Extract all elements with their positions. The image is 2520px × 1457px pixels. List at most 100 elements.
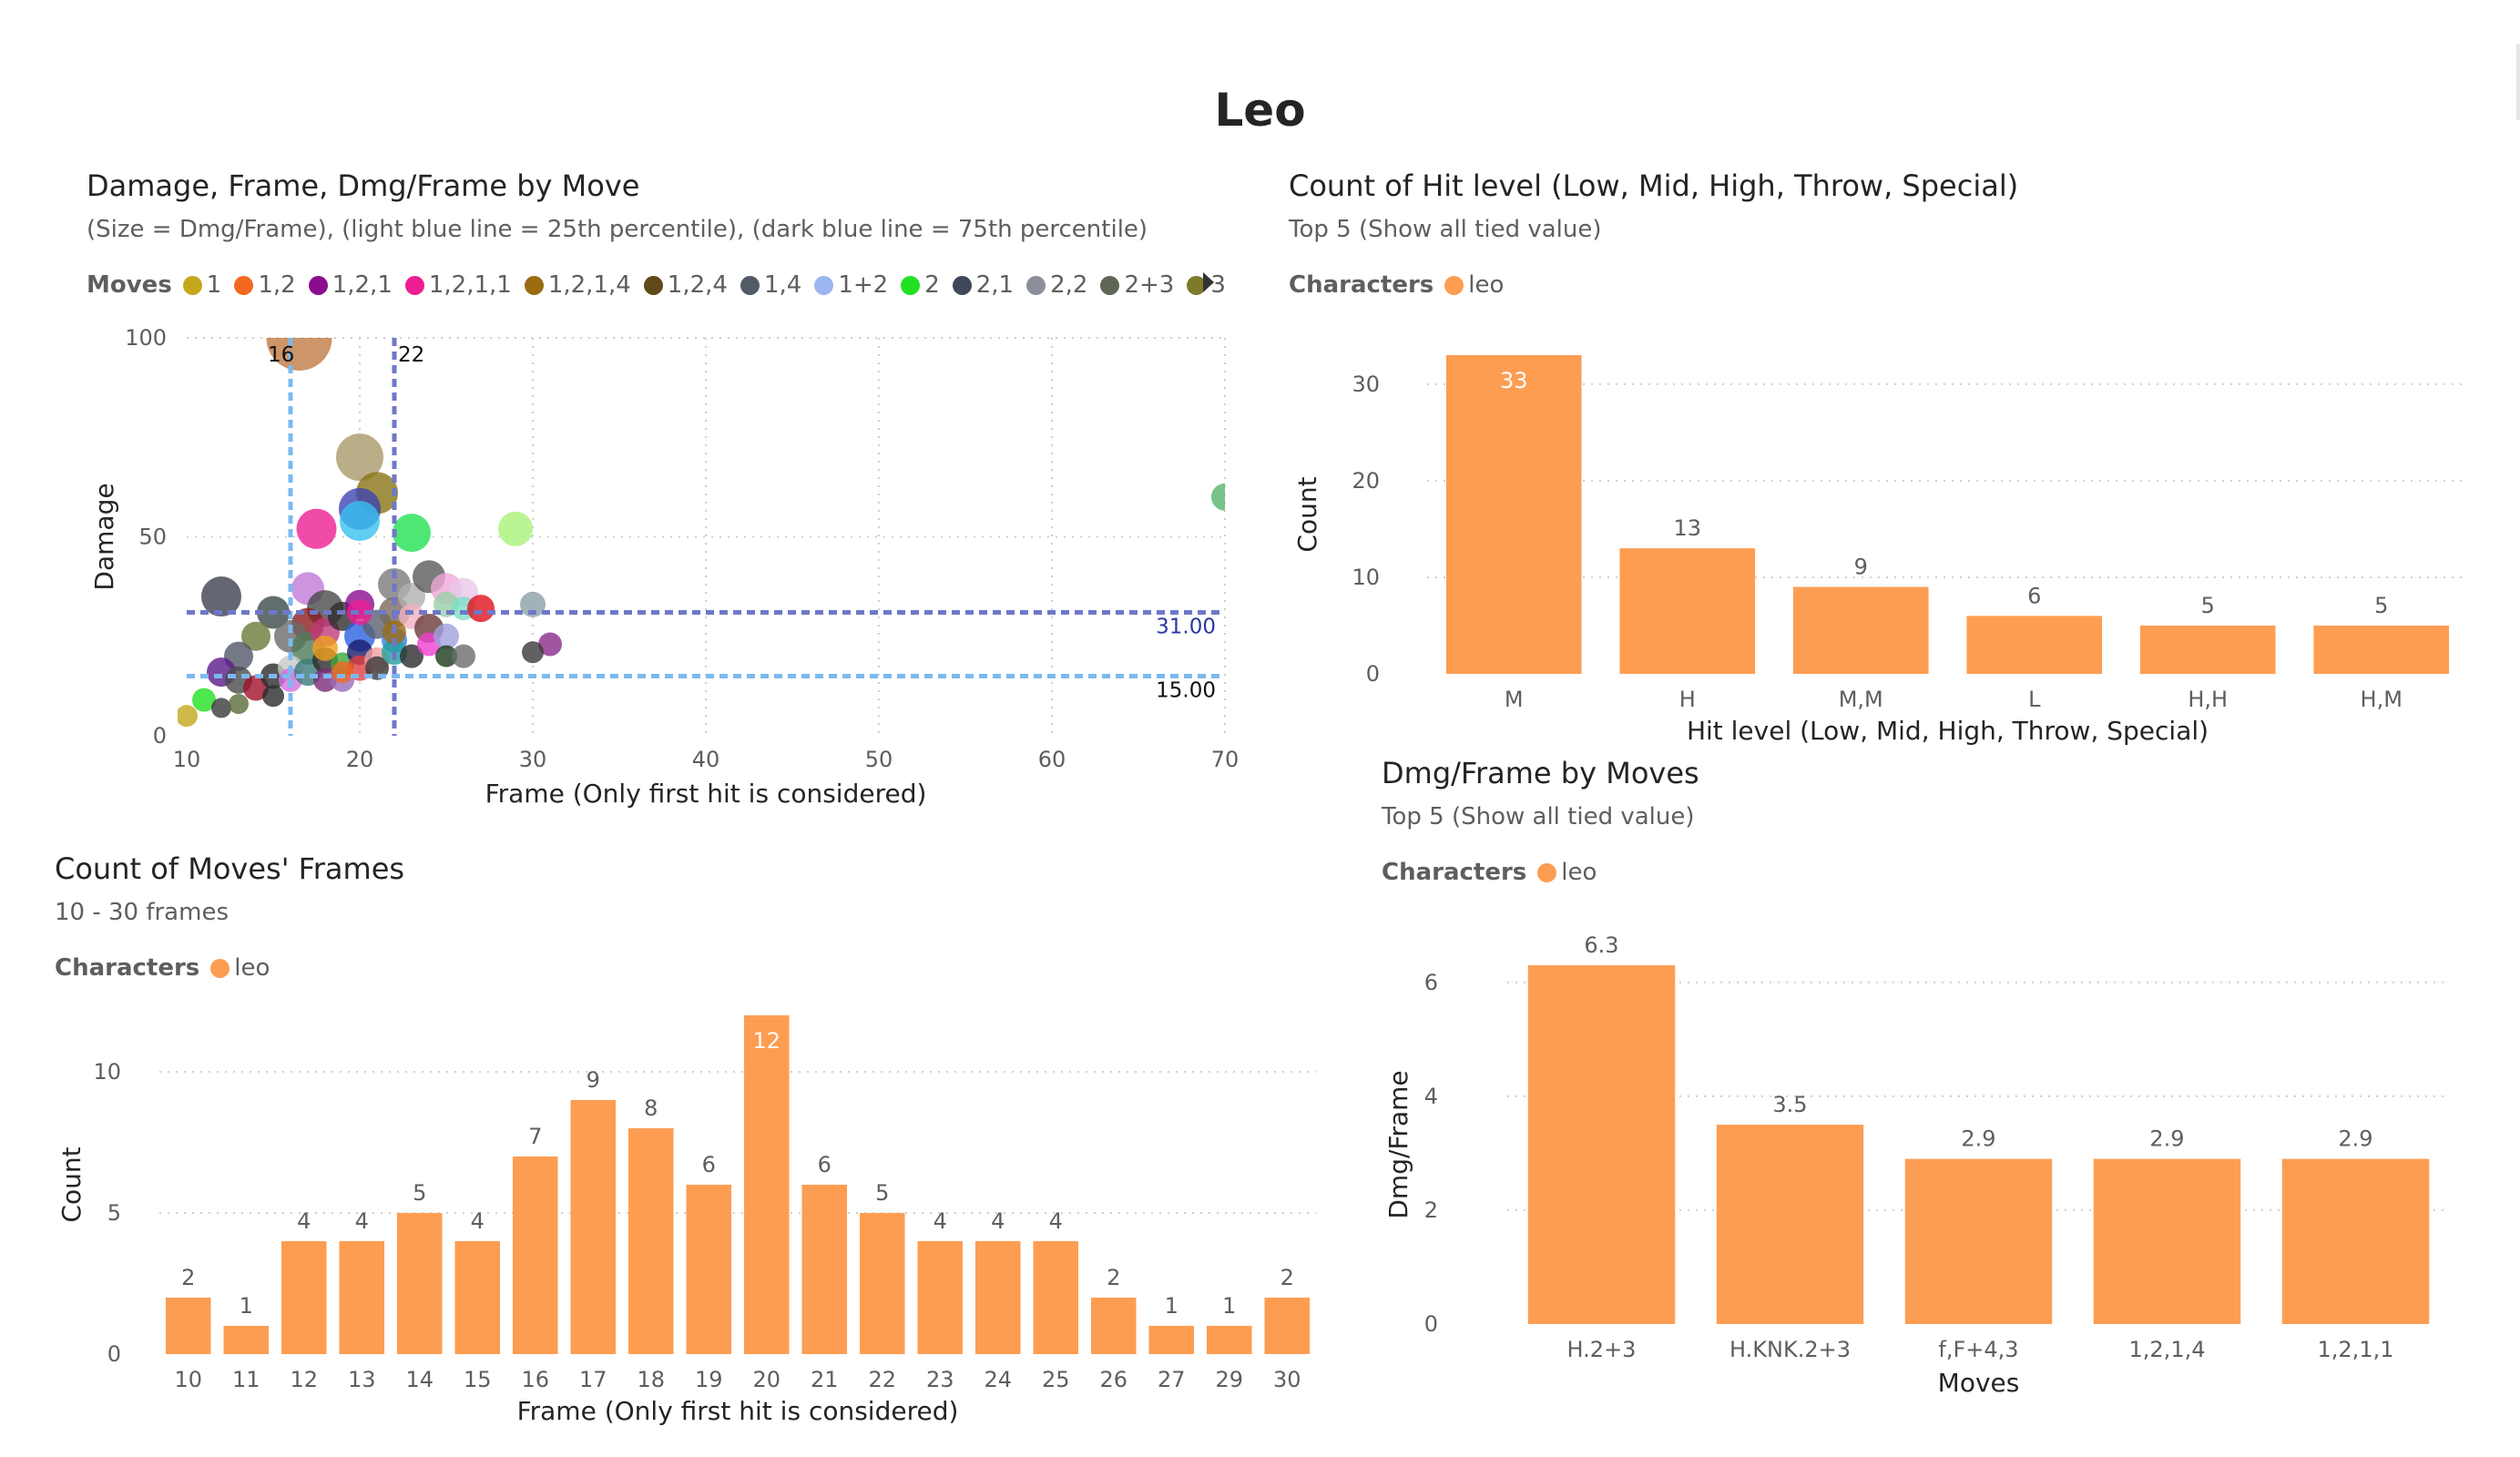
legend-dot (234, 275, 254, 295)
scatter-point (435, 645, 457, 667)
legend-label: 2 (924, 271, 940, 299)
legend-item[interactable]: 1,2,1,4 (524, 271, 631, 299)
legend-title: Moves (87, 271, 172, 299)
x-tick-label: 40 (692, 747, 720, 772)
legend-item[interactable]: 2+3 (1100, 271, 1174, 299)
scatter-point (336, 433, 383, 482)
legend-item[interactable]: 1+2 (814, 271, 888, 299)
legend-dot (524, 275, 544, 295)
legend-dot (814, 275, 834, 295)
legend-dot (182, 275, 202, 295)
legend-dot (308, 275, 328, 295)
frames-legend: Characters leo (55, 954, 282, 982)
legend-item[interactable]: 1,2,4 (643, 271, 728, 299)
reference-label: 22 (398, 343, 424, 367)
hitlevel-legend: Characters leo (1289, 271, 1516, 299)
scatter-point (211, 698, 231, 718)
legend-dot (1100, 275, 1120, 295)
scatter-points (178, 338, 1225, 728)
scatter-point (1211, 483, 1225, 511)
y-tick-label: 100 (125, 325, 167, 351)
scatter-point (393, 514, 431, 553)
scatter-title: Damage, Frame, Dmg/Frame by Move (87, 168, 640, 203)
scatter-point (266, 338, 332, 371)
x-tick-label: 20 (346, 747, 374, 772)
legend-item[interactable]: 2,1 (952, 271, 1014, 299)
legend-label: 2+3 (1124, 271, 1175, 299)
x-tick-label: 70 (1211, 747, 1240, 772)
scatter-point (241, 621, 270, 651)
dmgframe-title: Dmg/Frame by Moves (1382, 756, 1699, 790)
legend-label: 1,2 (258, 271, 296, 299)
scatter-point (347, 599, 372, 626)
hitlevel-visual[interactable]: Count of Hit level (Low, Mid, High, Thro… (1289, 168, 2491, 751)
legend-dot (740, 275, 760, 295)
scatter-point (400, 644, 423, 668)
legend-item[interactable]: 2 (901, 271, 940, 299)
scatter-point (178, 705, 198, 728)
scatter-point (434, 623, 459, 649)
reference-label: 31.00 (1156, 616, 1216, 639)
triangle-right-icon[interactable] (1203, 272, 1214, 292)
reference-label: 15.00 (1156, 678, 1216, 702)
legend-dot (643, 275, 663, 295)
legend-label: 1+2 (838, 271, 889, 299)
scatter-point (538, 632, 562, 657)
frames-visual[interactable]: Count of Moves' Frames 10 - 30 frames Ch… (55, 851, 1330, 1434)
legend-item[interactable]: 1,2,1 (308, 271, 393, 299)
scatter-visual[interactable]: Damage, Frame, Dmg/Frame by Move (Size =… (87, 168, 1243, 824)
x-tick-label: 10 (173, 747, 201, 772)
scatter-legend: Moves 1 1,2 1,2,1 1,2,1,1 1,2,1,4 1,2,4 1,4 1+2… (87, 271, 1239, 299)
hitlevel-subtitle: Top 5 (Show all tied value) (1289, 216, 1602, 243)
legend-dot (1537, 862, 1557, 882)
legend-label: 1,2,4 (667, 271, 728, 299)
legend-item[interactable]: 2,2 (1026, 271, 1087, 299)
scatter-point (262, 685, 284, 708)
legend-label: 1 (206, 271, 222, 299)
x-tick-label: 30 (519, 747, 547, 772)
x-axis-title: Frame (Only first hit is considered) (485, 779, 927, 809)
legend-dot (404, 275, 424, 295)
y-tick-label: 50 (138, 525, 167, 550)
legend-title: Characters (1289, 271, 1434, 299)
frames-subtitle: 10 - 30 frames (55, 899, 229, 926)
legend-label: 1,4 (763, 271, 802, 299)
scatter-point (296, 508, 337, 549)
legend-label: 3 (1210, 271, 1226, 299)
reference-label: 16 (268, 343, 294, 367)
hitlevel-title: Count of Hit level (Low, Mid, High, Thro… (1289, 168, 2019, 203)
legend-dot (901, 275, 921, 295)
scatter-point (522, 641, 544, 664)
legend-item-leo[interactable]: leo (210, 954, 270, 982)
legend-label: 2,2 (1050, 271, 1088, 299)
legend-dot (952, 275, 972, 295)
legend-item[interactable]: 1,4 (740, 271, 801, 299)
legend-item[interactable]: 1 (182, 271, 222, 299)
scatter-point (332, 661, 353, 684)
scatter-point (398, 583, 425, 611)
legend-item[interactable]: 1,2 (234, 271, 296, 299)
scatter-point (340, 501, 380, 542)
legend-item[interactable]: 1,2,1,1 (404, 271, 512, 299)
legend-item-leo[interactable]: leo (1537, 859, 1597, 886)
legend-title: Characters (55, 954, 200, 982)
x-tick-label: 50 (865, 747, 893, 772)
dmgframe-legend: Characters leo (1382, 859, 1609, 886)
dmgframe-visual[interactable]: Dmg/Frame by Moves Top 5 (Show all tied … (1382, 756, 2493, 1411)
page-title: Leo (1214, 84, 1306, 137)
scatter-point (201, 576, 241, 617)
legend-label: 1,2,1 (332, 271, 393, 299)
legend-dot (1444, 275, 1464, 295)
legend-item[interactable]: 3 (1187, 271, 1226, 299)
panel-edge-divider (2516, 44, 2520, 120)
legend-label: 1,2,1,1 (428, 271, 512, 299)
legend-dot (1187, 275, 1207, 295)
scatter-point (229, 694, 249, 715)
frames-title: Count of Moves' Frames (55, 851, 405, 886)
scatter-point (192, 688, 216, 712)
scatter-point (498, 511, 533, 546)
legend-item-leo[interactable]: leo (1444, 271, 1504, 299)
legend-dot (1026, 275, 1046, 295)
scatter-point (452, 644, 475, 668)
